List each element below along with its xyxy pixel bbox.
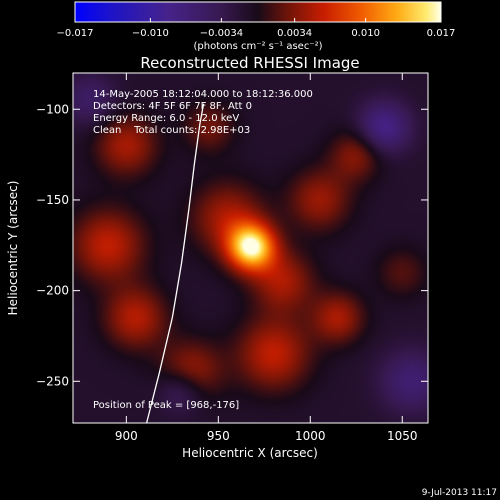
annotation-clean: Clean Total counts: 2.98E+03 <box>93 125 250 136</box>
annotation-block: 14-May-2005 18:12:04.000 to 18:12:36.000… <box>93 89 313 136</box>
x-tick-label: 950 <box>207 429 230 443</box>
plot-frame <box>72 72 429 424</box>
heatmap-image <box>73 73 428 423</box>
colorbar-units: (photons cm⁻² s⁻¹ asec⁻²) <box>193 41 322 52</box>
y-tick-label: −200 <box>36 284 69 298</box>
y-axis-label: Heliocentric Y (arcsec) <box>6 181 20 316</box>
plot-area: 900 950 1000 1050 −100 −150 −200 −250 <box>36 72 429 443</box>
solar-limb-line <box>145 103 205 424</box>
colorbar-tick-label: 0.010 <box>351 28 380 39</box>
colorbar-tick-label: −0.017 <box>56 28 93 39</box>
annotation-time: 14-May-2005 18:12:04.000 to 18:12:36.000 <box>93 89 313 100</box>
x-tick-label: 900 <box>115 429 138 443</box>
annotation-detectors: Detectors: 4F 5F 6F 7F 8F, Att 0 <box>93 101 252 112</box>
timestamp: 9-Jul-2013 11:17 <box>422 488 497 498</box>
axis-ticks: 900 950 1000 1050 −100 −150 −200 −250 <box>36 73 428 443</box>
colorbar: −0.017 −0.010 −0.0034 0.0034 0.010 0.017 (pho… <box>56 1 455 52</box>
colorbar-frame <box>74 1 442 23</box>
peak-position-label: Position of Peak = [968,-176] <box>93 400 239 411</box>
annotation-energy: Energy Range: 6.0 - 12.0 keV <box>93 113 239 124</box>
colorbar-tick-label: 0.017 <box>427 28 456 39</box>
colorbar-ticks: −0.017 −0.010 −0.0034 0.0034 0.010 0.017 <box>56 18 455 39</box>
colorbar-tick-label: −0.010 <box>132 28 169 39</box>
y-tick-label: −150 <box>36 193 69 207</box>
x-axis-label: Heliocentric X (arcsec) <box>182 446 318 460</box>
y-tick-label: −250 <box>36 374 69 388</box>
x-tick-label: 1000 <box>295 429 326 443</box>
colorbar-tick-label: −0.0034 <box>200 28 243 39</box>
chart-title: Reconstructed RHESSI Image <box>140 54 359 72</box>
y-tick-label: −100 <box>36 102 69 116</box>
x-tick-label: 1050 <box>387 429 418 443</box>
colorbar-tick-label: 0.0034 <box>277 28 312 39</box>
colorbar-gradient <box>75 2 441 22</box>
